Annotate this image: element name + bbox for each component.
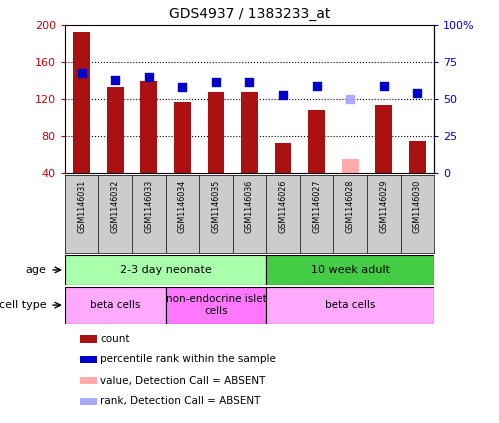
Text: GSM1146033: GSM1146033 bbox=[144, 179, 153, 233]
Bar bbox=[375, 105, 392, 173]
Text: count: count bbox=[100, 334, 130, 344]
Bar bbox=[409, 141, 426, 173]
Text: beta cells: beta cells bbox=[90, 300, 140, 310]
Bar bbox=[241, 92, 258, 173]
Text: value, Detection Call = ABSENT: value, Detection Call = ABSENT bbox=[100, 376, 265, 386]
Bar bbox=[174, 102, 191, 173]
Text: beta cells: beta cells bbox=[325, 300, 375, 310]
Point bbox=[346, 96, 354, 103]
Text: rank, Detection Call = ABSENT: rank, Detection Call = ABSENT bbox=[100, 396, 260, 406]
Text: GSM1146034: GSM1146034 bbox=[178, 179, 187, 233]
Point bbox=[279, 91, 287, 98]
Bar bbox=[308, 110, 325, 173]
Bar bbox=[65, 287, 166, 324]
Text: GSM1146026: GSM1146026 bbox=[278, 179, 287, 233]
Point bbox=[78, 69, 86, 76]
FancyBboxPatch shape bbox=[80, 377, 97, 385]
Bar bbox=[274, 143, 291, 173]
Text: GSM1146035: GSM1146035 bbox=[212, 179, 221, 233]
Point bbox=[413, 90, 421, 97]
Text: GSM1146027: GSM1146027 bbox=[312, 179, 321, 233]
Text: non-endocrine islet
cells: non-endocrine islet cells bbox=[166, 294, 266, 316]
Bar bbox=[266, 287, 434, 324]
Bar bbox=[166, 287, 266, 324]
Point bbox=[145, 74, 153, 80]
Bar bbox=[266, 255, 434, 285]
Text: GSM1146031: GSM1146031 bbox=[77, 179, 86, 233]
Point bbox=[111, 77, 119, 83]
Point bbox=[380, 82, 388, 89]
Bar bbox=[208, 92, 225, 173]
Text: GDS4937 / 1383233_at: GDS4937 / 1383233_at bbox=[169, 7, 330, 21]
Point bbox=[246, 78, 253, 85]
Bar bbox=[65, 255, 266, 285]
Text: age: age bbox=[25, 265, 46, 275]
Bar bbox=[342, 159, 359, 173]
Text: cell type: cell type bbox=[0, 300, 46, 310]
Bar bbox=[73, 32, 90, 173]
Text: GSM1146036: GSM1146036 bbox=[245, 179, 254, 233]
FancyBboxPatch shape bbox=[80, 335, 97, 343]
Bar bbox=[140, 81, 157, 173]
Text: 10 week adult: 10 week adult bbox=[311, 265, 390, 275]
Point bbox=[313, 82, 321, 89]
Text: GSM1146030: GSM1146030 bbox=[413, 179, 422, 233]
FancyBboxPatch shape bbox=[80, 398, 97, 405]
FancyBboxPatch shape bbox=[80, 356, 97, 363]
Point bbox=[178, 84, 186, 91]
Text: GSM1146032: GSM1146032 bbox=[111, 179, 120, 233]
Text: 2-3 day neonate: 2-3 day neonate bbox=[120, 265, 212, 275]
Point bbox=[212, 78, 220, 85]
Text: GSM1146028: GSM1146028 bbox=[346, 179, 355, 233]
Text: GSM1146029: GSM1146029 bbox=[379, 179, 388, 233]
Text: percentile rank within the sample: percentile rank within the sample bbox=[100, 354, 276, 365]
Bar bbox=[107, 87, 124, 173]
